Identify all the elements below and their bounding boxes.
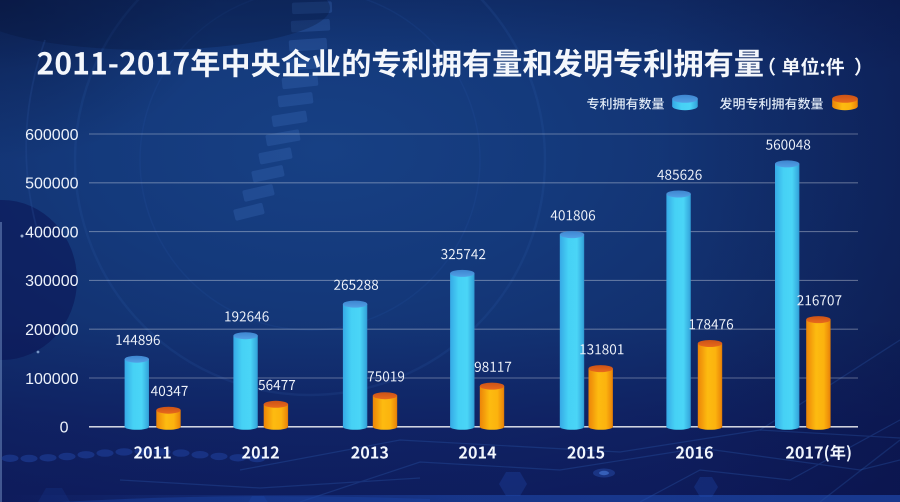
svg-text:0: 0 [60, 420, 69, 437]
svg-text:300000: 300000 [25, 273, 78, 290]
svg-text:500000: 500000 [25, 176, 78, 193]
svg-text:400000: 400000 [25, 224, 78, 241]
svg-text:200000: 200000 [25, 322, 78, 339]
svg-text:100000: 100000 [25, 371, 78, 388]
svg-text:600000: 600000 [25, 127, 78, 144]
